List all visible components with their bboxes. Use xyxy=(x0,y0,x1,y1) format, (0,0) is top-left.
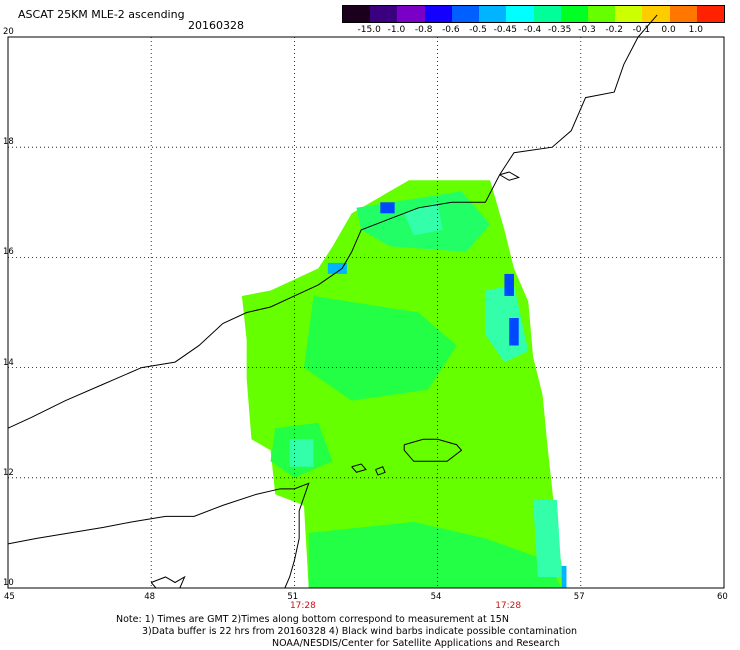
color-scale-segment xyxy=(451,6,480,22)
note-line-3: NOAA/NESDIS/Center for Satellite Applica… xyxy=(272,638,560,649)
color-scale-segment xyxy=(479,6,507,22)
color-scale-label: -0.5 xyxy=(469,25,487,35)
color-scale-label: -0.3 xyxy=(578,25,596,35)
swath-patch xyxy=(504,273,514,296)
color-scale-label: 1.0 xyxy=(688,25,703,35)
socotra-coastline xyxy=(403,438,463,462)
longitude-label: 48 xyxy=(144,592,156,602)
latitude-label: 18 xyxy=(3,137,14,148)
islet-coastline xyxy=(375,466,386,476)
arabia-coastline xyxy=(7,14,658,429)
color-scale-segment xyxy=(370,6,398,22)
color-scale-segment xyxy=(424,6,452,22)
swath-patch xyxy=(327,262,347,274)
latitude-label: 12 xyxy=(3,467,14,478)
wind-swath xyxy=(241,180,567,588)
color-scale-label: 0.0 xyxy=(661,25,676,35)
longitude-label: 51 xyxy=(287,592,299,602)
coastline xyxy=(7,14,658,589)
color-scale-segment xyxy=(587,6,616,22)
latitude-label: 20 xyxy=(3,27,14,37)
color-scale-labels: -15.0 -1.0 -0.8 -0.6 -0.5 -0.45 -0.4 -0.35 -0.3-… xyxy=(342,25,725,37)
color-scale-label: -0.4 xyxy=(523,25,542,35)
color-scale-label: -0.6 xyxy=(442,25,460,35)
swath-patch xyxy=(509,318,519,346)
swath-patch xyxy=(561,565,567,588)
color-scale-label: -0.35 xyxy=(548,25,572,35)
color-scale-segment xyxy=(669,6,697,22)
longitude-label: 57 xyxy=(573,592,585,602)
latitude-label: 10 xyxy=(3,578,14,588)
color-scale-segment xyxy=(642,6,670,22)
color-scale-segment xyxy=(560,6,588,22)
latitude-label: 14 xyxy=(3,357,14,368)
islet-coastline xyxy=(351,463,367,473)
color-scale-segment xyxy=(506,6,534,22)
color-scale-segment xyxy=(343,6,371,22)
longitude-label: 45 xyxy=(4,592,15,602)
latitude-label: 16 xyxy=(3,247,14,258)
time-label: 17:28 xyxy=(495,601,522,611)
swath-patch xyxy=(533,499,562,577)
swath-patch xyxy=(303,295,457,401)
swath-patch xyxy=(308,521,562,588)
color-scale-segment xyxy=(533,6,561,22)
longitude-label: 54 xyxy=(430,592,442,602)
color-scale-segment xyxy=(696,6,725,22)
color-scale-label: -0.2 xyxy=(605,25,623,35)
swath-patch xyxy=(289,439,314,467)
swath-patch xyxy=(380,202,395,214)
product-date: 20160328 xyxy=(188,19,244,32)
time-label: 17:28 xyxy=(289,601,316,611)
color-scale-label: -0.8 xyxy=(414,25,433,35)
note-line-2: 3)Data buffer is 22 hrs from 20160328 4)… xyxy=(142,626,578,637)
color-scale-segment xyxy=(615,6,643,22)
color-scale-bar xyxy=(342,5,725,23)
color-scale-label: -0.1 xyxy=(632,25,651,35)
product-title: ASCAT 25KM MLE-2 ascending xyxy=(18,8,185,21)
swath-patch xyxy=(404,202,443,236)
map-frame xyxy=(7,36,725,589)
somalia-coastline xyxy=(7,482,310,589)
color-scale-label: -0.45 xyxy=(493,25,517,35)
kuria-muria-islands xyxy=(499,171,521,181)
longitude-label: 60 xyxy=(717,592,728,602)
color-scale-label: -1.0 xyxy=(387,25,406,35)
note-line-1: Note: 1) Times are GMT 2)Times along bot… xyxy=(116,614,509,625)
color-scale-label: -15.0 xyxy=(357,25,381,35)
color-scale-segment xyxy=(397,6,425,22)
sand-dune-outline xyxy=(150,575,186,589)
